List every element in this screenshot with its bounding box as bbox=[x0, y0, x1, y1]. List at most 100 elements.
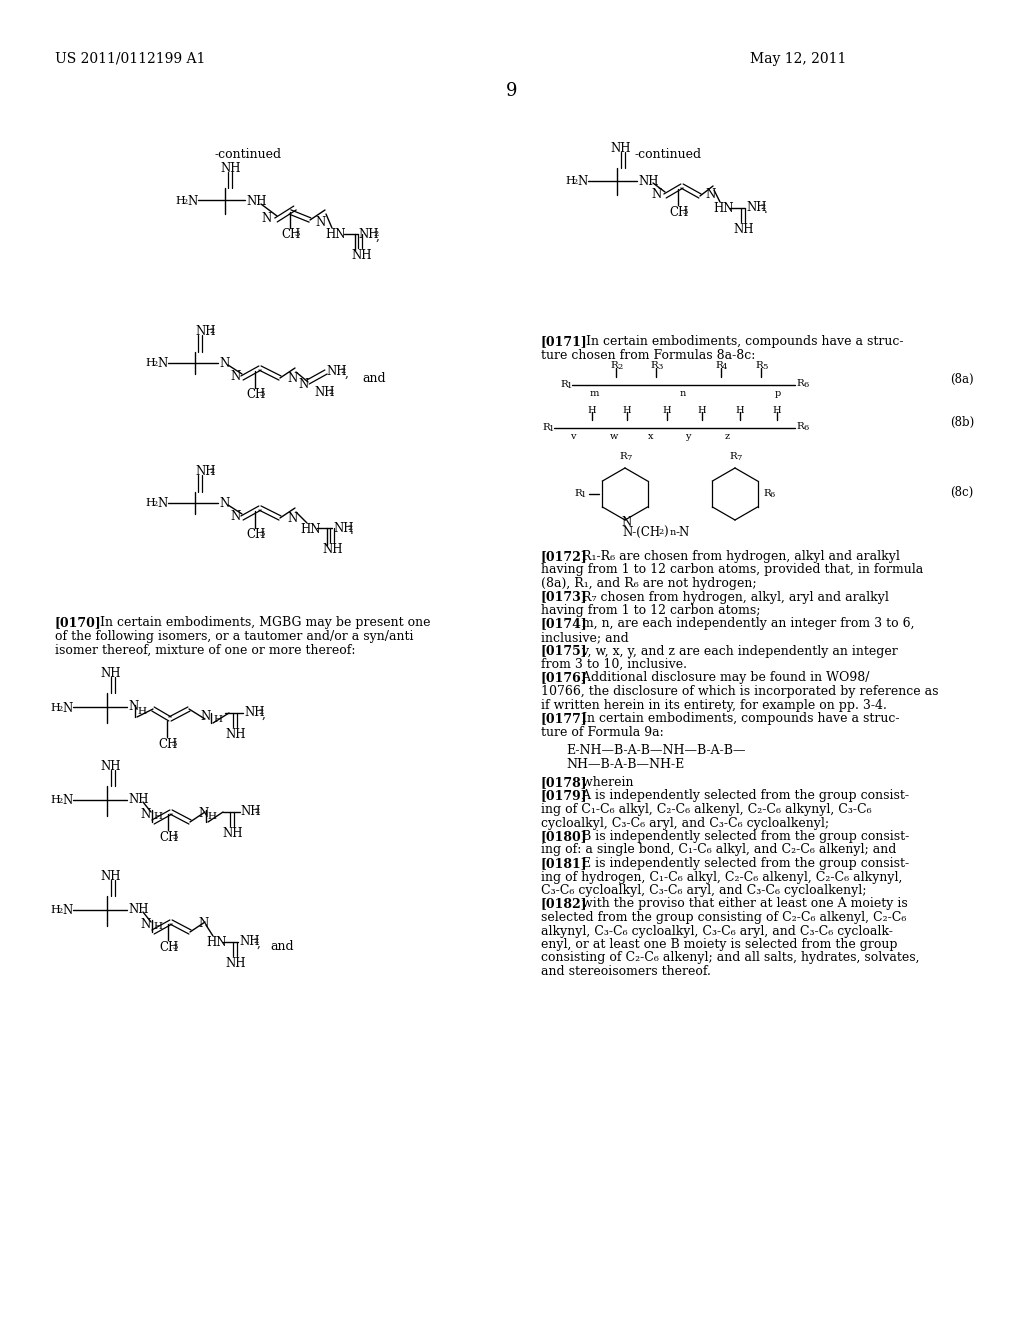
Text: v, w, x, y, and z are each independently an integer: v, w, x, y, and z are each independently… bbox=[574, 644, 898, 657]
Text: 2: 2 bbox=[328, 388, 333, 396]
Text: z: z bbox=[725, 432, 730, 441]
Text: 2: 2 bbox=[182, 198, 187, 206]
Text: N: N bbox=[128, 700, 138, 713]
Text: R: R bbox=[755, 360, 763, 370]
Text: 3: 3 bbox=[171, 741, 176, 748]
Text: NH: NH bbox=[638, 176, 658, 187]
Text: C₃-C₆ cycloalkyl, C₃-C₆ aryl, and C₃-C₆ cycloalkenyl;: C₃-C₆ cycloalkyl, C₃-C₆ aryl, and C₃-C₆ … bbox=[541, 884, 866, 898]
Text: NH: NH bbox=[128, 903, 148, 916]
Text: v: v bbox=[570, 432, 575, 441]
Text: x: x bbox=[648, 432, 653, 441]
Text: [0180]: [0180] bbox=[541, 830, 588, 843]
Text: N: N bbox=[62, 702, 73, 715]
Text: R₁-R₆ are chosen from hydrogen, alkyl and aralkyl: R₁-R₆ are chosen from hydrogen, alkyl an… bbox=[574, 550, 900, 564]
Text: 2: 2 bbox=[572, 178, 578, 186]
Text: In certain embodiments, compounds have a struc-: In certain embodiments, compounds have a… bbox=[586, 335, 903, 348]
Text: 3: 3 bbox=[259, 389, 264, 399]
Text: N: N bbox=[287, 512, 297, 525]
Text: B is independently selected from the group consist-: B is independently selected from the gro… bbox=[574, 830, 909, 843]
Text: H: H bbox=[137, 708, 146, 715]
Text: R: R bbox=[560, 380, 567, 389]
Text: In certain embodiments, compounds have a struc-: In certain embodiments, compounds have a… bbox=[574, 711, 899, 725]
Text: H: H bbox=[50, 795, 59, 805]
Text: 2: 2 bbox=[209, 327, 214, 335]
Text: 3: 3 bbox=[172, 833, 177, 841]
Text: 6: 6 bbox=[803, 424, 808, 432]
Text: [0175]: [0175] bbox=[541, 644, 588, 657]
Text: (8b): (8b) bbox=[950, 416, 974, 429]
Text: ing of: a single bond, C₁-C₆ alkyl, and C₂-C₆ alkenyl; and: ing of: a single bond, C₁-C₆ alkyl, and … bbox=[541, 843, 896, 857]
Text: N: N bbox=[705, 187, 715, 201]
Text: NH: NH bbox=[225, 729, 246, 741]
Text: [0174]: [0174] bbox=[541, 618, 588, 631]
Text: H: H bbox=[565, 176, 574, 186]
Text: H: H bbox=[735, 407, 743, 414]
Text: R₇ chosen from hydrogen, alkyl, aryl and aralkyl: R₇ chosen from hydrogen, alkyl, aryl and… bbox=[574, 590, 889, 603]
Text: US 2011/0112199 A1: US 2011/0112199 A1 bbox=[55, 51, 206, 66]
Text: 1: 1 bbox=[567, 381, 572, 389]
Text: 3: 3 bbox=[259, 531, 264, 539]
Text: 2: 2 bbox=[658, 528, 664, 536]
Text: ,: , bbox=[376, 230, 380, 243]
Text: -continued: -continued bbox=[214, 148, 282, 161]
Text: NH: NH bbox=[358, 228, 379, 242]
Text: E-NH—B-A-B—NH—B-A-B—: E-NH—B-A-B—NH—B-A-B— bbox=[566, 744, 745, 756]
Text: May 12, 2011: May 12, 2011 bbox=[750, 51, 847, 66]
Text: H: H bbox=[153, 921, 162, 931]
Text: of the following isomers, or a tautomer and/or a syn/anti: of the following isomers, or a tautomer … bbox=[55, 630, 414, 643]
Text: NH—B-A-B—NH-E: NH—B-A-B—NH-E bbox=[566, 758, 684, 771]
Text: 5: 5 bbox=[762, 363, 767, 371]
Text: H: H bbox=[153, 812, 162, 821]
Text: having from 1 to 12 carbon atoms;: having from 1 to 12 carbon atoms; bbox=[541, 605, 761, 616]
Text: ): ) bbox=[663, 525, 668, 539]
Text: 2: 2 bbox=[347, 524, 352, 532]
Text: 10766, the disclosure of which is incorporated by reference as: 10766, the disclosure of which is incorp… bbox=[541, 685, 939, 698]
Text: NH: NH bbox=[351, 249, 372, 261]
Text: enyl, or at least one B moiety is selected from the group: enyl, or at least one B moiety is select… bbox=[541, 939, 897, 950]
Text: ing of C₁-C₆ alkyl, C₂-C₆ alkenyl, C₂-C₆ alkynyl, C₃-C₆: ing of C₁-C₆ alkyl, C₂-C₆ alkenyl, C₂-C₆… bbox=[541, 803, 871, 816]
Text: H: H bbox=[175, 195, 184, 206]
Text: N: N bbox=[198, 917, 208, 931]
Text: wherein: wherein bbox=[574, 776, 634, 789]
Text: NH: NH bbox=[100, 870, 121, 883]
Text: (8c): (8c) bbox=[950, 486, 973, 499]
Text: [0173]: [0173] bbox=[541, 590, 588, 603]
Text: m, n, are each independently an integer from 3 to 6,: m, n, are each independently an integer … bbox=[574, 618, 914, 631]
Text: selected from the group consisting of C₂-C₆ alkenyl, C₂-C₆: selected from the group consisting of C₂… bbox=[541, 911, 906, 924]
Text: 2: 2 bbox=[57, 797, 62, 805]
Text: In certain embodiments, MGBG may be present one: In certain embodiments, MGBG may be pres… bbox=[100, 616, 430, 630]
Text: 2: 2 bbox=[617, 363, 623, 371]
Text: NH: NH bbox=[239, 935, 259, 948]
Text: R: R bbox=[610, 360, 617, 370]
Text: ,: , bbox=[257, 937, 261, 950]
Text: NH: NH bbox=[195, 465, 215, 478]
Text: -N: -N bbox=[676, 525, 690, 539]
Text: p: p bbox=[775, 389, 781, 399]
Text: N-(CH: N-(CH bbox=[622, 525, 660, 539]
Text: R: R bbox=[618, 451, 627, 461]
Text: N: N bbox=[198, 807, 208, 820]
Text: N: N bbox=[140, 808, 151, 821]
Text: H: H bbox=[622, 407, 631, 414]
Text: N: N bbox=[140, 917, 151, 931]
Text: and: and bbox=[270, 940, 294, 953]
Text: A is independently selected from the group consist-: A is independently selected from the gro… bbox=[574, 789, 909, 803]
Text: NH: NH bbox=[333, 521, 353, 535]
Text: H: H bbox=[50, 906, 59, 915]
Text: [0178]: [0178] bbox=[541, 776, 588, 789]
Text: 2: 2 bbox=[152, 500, 158, 508]
Text: 2: 2 bbox=[340, 367, 345, 375]
Text: 2: 2 bbox=[373, 230, 378, 238]
Text: NH: NH bbox=[322, 543, 342, 556]
Text: 4: 4 bbox=[722, 363, 727, 371]
Text: 2: 2 bbox=[760, 203, 765, 211]
Text: HN: HN bbox=[300, 523, 321, 536]
Text: N: N bbox=[62, 904, 73, 917]
Text: [0171]: [0171] bbox=[541, 335, 588, 348]
Text: NH: NH bbox=[746, 201, 767, 214]
Text: -continued: -continued bbox=[635, 148, 701, 161]
Text: 1: 1 bbox=[581, 491, 587, 499]
Text: R: R bbox=[542, 422, 550, 432]
Text: HN: HN bbox=[713, 202, 733, 215]
Text: NH: NH bbox=[610, 143, 631, 154]
